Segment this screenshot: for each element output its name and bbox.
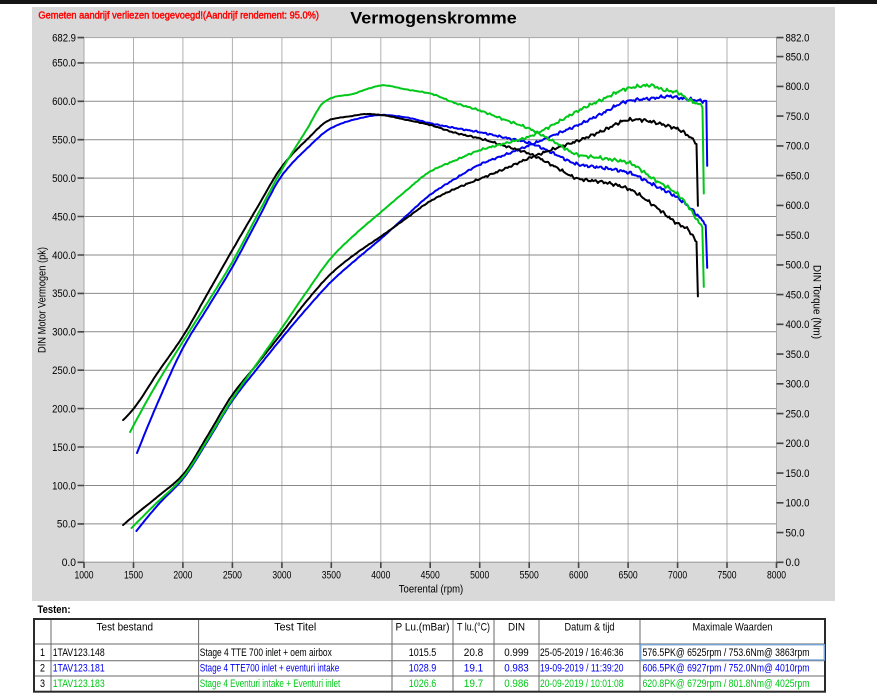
- svg-text:T lu.(°C): T lu.(°C): [457, 621, 490, 633]
- svg-text:19.7: 19.7: [464, 678, 484, 690]
- svg-text:6000: 6000: [569, 570, 588, 582]
- svg-text:5500: 5500: [520, 570, 539, 582]
- svg-text:150.0: 150.0: [52, 442, 76, 454]
- svg-text:620.8PK@ 6729rpm / 801.8Nm@ 40: 620.8PK@ 6729rpm / 801.8Nm@ 4025rpm: [643, 678, 810, 690]
- svg-text:8000: 8000: [767, 570, 786, 582]
- svg-text:150.0: 150.0: [786, 468, 810, 480]
- svg-text:1026.6: 1026.6: [409, 678, 437, 690]
- svg-text:850.0: 850.0: [786, 51, 810, 63]
- svg-text:19.1: 19.1: [464, 663, 484, 675]
- svg-text:0.0: 0.0: [62, 557, 76, 569]
- svg-text:20-09-2019 / 10:01:08: 20-09-2019 / 10:01:08: [540, 678, 624, 690]
- svg-text:DIN Motor Vermogen (pk): DIN Motor Vermogen (pk): [37, 247, 49, 353]
- svg-text:5000: 5000: [470, 570, 489, 582]
- svg-text:700.0: 700.0: [786, 141, 810, 153]
- svg-text:300.0: 300.0: [52, 327, 76, 339]
- svg-text:25-05-2019 / 16:46:36: 25-05-2019 / 16:46:36: [540, 647, 624, 659]
- svg-text:1500: 1500: [124, 570, 143, 582]
- svg-text:0.983: 0.983: [504, 663, 529, 675]
- svg-text:1: 1: [40, 647, 45, 659]
- svg-text:500.0: 500.0: [786, 260, 810, 272]
- svg-text:550.0: 550.0: [786, 230, 810, 242]
- svg-text:Gemeten aandrijf verliezen toe: Gemeten aandrijf verliezen toegevoegd!(A…: [38, 11, 319, 22]
- svg-text:1TAV123.183: 1TAV123.183: [53, 678, 105, 690]
- svg-text:Datum & tijd: Datum & tijd: [565, 621, 615, 633]
- svg-text:1TAV123.181: 1TAV123.181: [53, 663, 105, 675]
- svg-text:682.9: 682.9: [52, 32, 76, 44]
- svg-text:750.0: 750.0: [786, 111, 810, 123]
- svg-text:Toerental (rpm): Toerental (rpm): [399, 584, 463, 596]
- svg-text:7500: 7500: [717, 570, 736, 582]
- svg-text:2: 2: [40, 663, 45, 675]
- svg-text:200.0: 200.0: [786, 438, 810, 450]
- svg-text:7000: 7000: [668, 570, 687, 582]
- svg-text:50.0: 50.0: [786, 527, 805, 539]
- svg-text:P Lu.(mBar): P Lu.(mBar): [396, 621, 450, 633]
- svg-text:2500: 2500: [223, 570, 242, 582]
- svg-text:Testen:: Testen:: [38, 604, 71, 616]
- svg-text:882.0: 882.0: [786, 32, 810, 44]
- svg-text:576.5PK@ 6525rpm / 753.6Nm@ 38: 576.5PK@ 6525rpm / 753.6Nm@ 3863rpm: [643, 647, 810, 659]
- svg-text:4500: 4500: [421, 570, 440, 582]
- svg-text:0.999: 0.999: [504, 647, 529, 659]
- svg-text:2000: 2000: [173, 570, 192, 582]
- svg-text:100.0: 100.0: [786, 498, 810, 510]
- svg-text:650.0: 650.0: [786, 170, 810, 182]
- svg-text:600.0: 600.0: [52, 96, 76, 108]
- svg-text:DIN: DIN: [508, 621, 525, 633]
- svg-text:300.0: 300.0: [786, 379, 810, 391]
- svg-text:350.0: 350.0: [52, 288, 76, 300]
- svg-text:200.0: 200.0: [52, 403, 76, 415]
- svg-text:0.0: 0.0: [786, 557, 800, 569]
- svg-text:450.0: 450.0: [52, 211, 76, 223]
- svg-text:1000: 1000: [74, 570, 93, 582]
- svg-text:Vermogenskromme: Vermogenskromme: [350, 9, 516, 28]
- svg-text:350.0: 350.0: [786, 349, 810, 361]
- svg-text:400.0: 400.0: [786, 319, 810, 331]
- svg-text:3000: 3000: [272, 570, 291, 582]
- svg-text:250.0: 250.0: [52, 365, 76, 377]
- svg-text:DIN Torque (Nm): DIN Torque (Nm): [811, 265, 823, 339]
- svg-text:500.0: 500.0: [52, 173, 76, 185]
- svg-text:6500: 6500: [619, 570, 638, 582]
- svg-text:20.8: 20.8: [464, 647, 484, 659]
- svg-text:Test Titel: Test Titel: [274, 621, 316, 633]
- svg-text:0.986: 0.986: [504, 678, 529, 690]
- svg-text:Stage 4 Eventuri intake + Even: Stage 4 Eventuri intake + Eventuri inlet: [200, 678, 340, 690]
- svg-text:1028.9: 1028.9: [409, 663, 437, 675]
- svg-text:550.0: 550.0: [52, 135, 76, 147]
- svg-text:650.0: 650.0: [52, 58, 76, 70]
- svg-text:50.0: 50.0: [57, 519, 76, 531]
- svg-text:800.0: 800.0: [786, 81, 810, 93]
- svg-text:Maximale Waarden: Maximale Waarden: [693, 621, 773, 633]
- svg-text:606.5PK@ 6927rpm / 752.0Nm@ 40: 606.5PK@ 6927rpm / 752.0Nm@ 4010rpm: [643, 663, 810, 675]
- svg-text:Test bestand: Test bestand: [97, 621, 154, 633]
- svg-text:1TAV123.148: 1TAV123.148: [53, 647, 105, 659]
- svg-text:3500: 3500: [322, 570, 341, 582]
- svg-text:Stage 4 TTE 700 inlet + oem a: Stage 4 TTE 700 inlet + oem airbox: [200, 647, 332, 659]
- svg-text:250.0: 250.0: [786, 408, 810, 420]
- svg-text:19-09-2019 / 11:39:20: 19-09-2019 / 11:39:20: [540, 663, 624, 675]
- svg-text:450.0: 450.0: [786, 289, 810, 301]
- svg-text:600.0: 600.0: [786, 200, 810, 212]
- svg-text:3: 3: [40, 678, 45, 690]
- svg-text:4000: 4000: [371, 570, 390, 582]
- svg-text:Stage 4 TTE700 inlet + eventur: Stage 4 TTE700 inlet + eventuri intake: [200, 663, 339, 675]
- svg-text:1015.5: 1015.5: [409, 647, 437, 659]
- svg-text:100.0: 100.0: [52, 480, 76, 492]
- svg-text:400.0: 400.0: [52, 250, 76, 262]
